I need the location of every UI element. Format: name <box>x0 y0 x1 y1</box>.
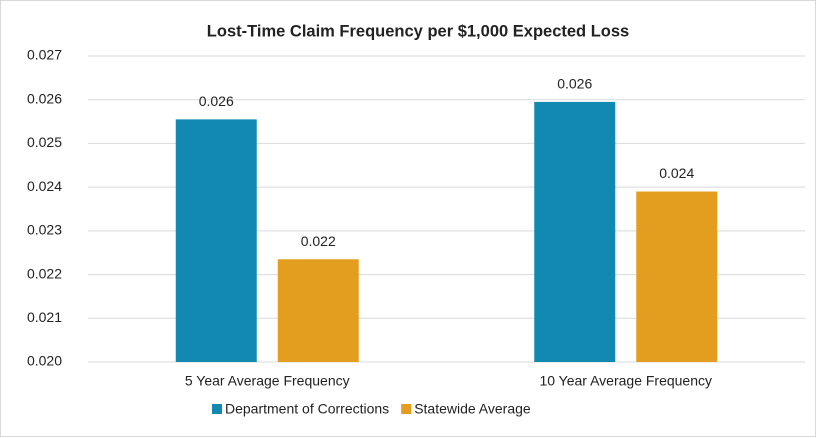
bar <box>277 259 359 362</box>
y-tick-label: 0.020 <box>27 353 62 369</box>
legend-label: Department of Corrections <box>225 401 389 417</box>
y-tick-label: 0.023 <box>27 222 62 238</box>
data-label: 0.026 <box>199 93 234 109</box>
y-tick-label: 0.027 <box>27 47 62 63</box>
x-tick-label: 5 Year Average Frequency <box>185 373 350 389</box>
legend-label: Statewide Average <box>414 401 531 417</box>
data-label: 0.026 <box>557 76 592 92</box>
bar <box>636 191 718 362</box>
data-label: 0.024 <box>659 165 694 181</box>
x-tick-label: 10 Year Average Frequency <box>539 373 712 389</box>
y-tick-label: 0.026 <box>27 90 62 106</box>
y-tick-label: 0.022 <box>27 265 62 281</box>
y-tick-label: 0.021 <box>27 309 62 325</box>
data-label: 0.022 <box>301 233 336 249</box>
y-tick-label: 0.025 <box>27 134 62 150</box>
y-tick-label: 0.024 <box>27 178 62 194</box>
legend-swatch <box>401 404 412 414</box>
bar <box>534 101 616 363</box>
legend-swatch <box>212 404 222 414</box>
bar <box>175 119 257 362</box>
chart-title: Lost-Time Claim Frequency per $1,000 Exp… <box>207 22 629 40</box>
